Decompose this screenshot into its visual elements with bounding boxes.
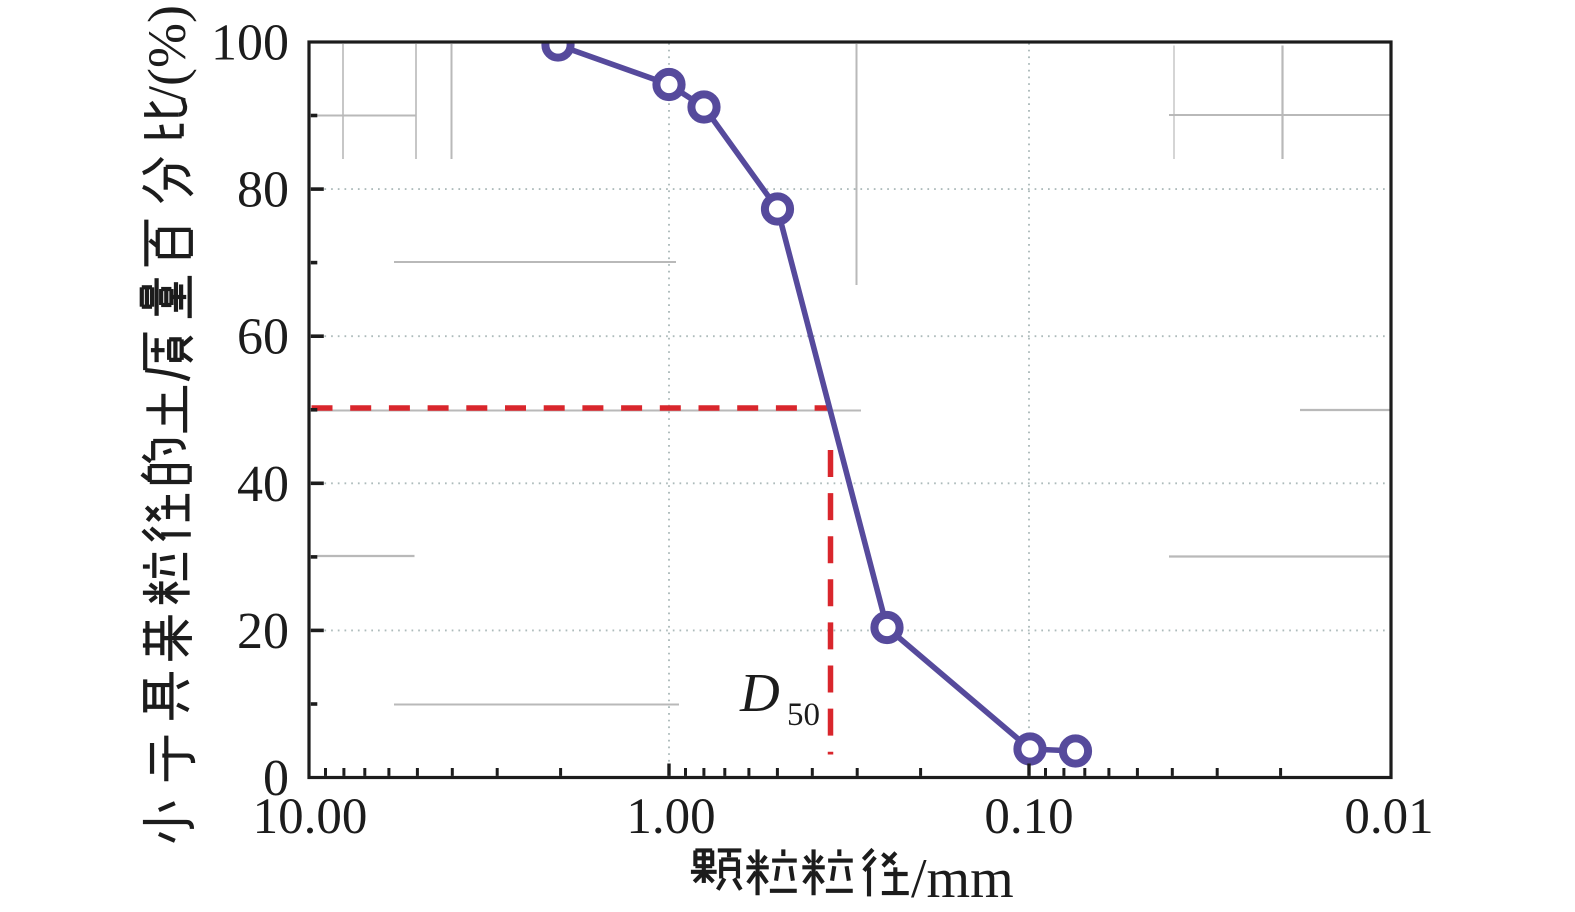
svg-text:60: 60 [237,309,289,366]
svg-text:10.00: 10.00 [253,789,368,845]
svg-text:/mm: /mm [911,848,1014,910]
svg-text:80: 80 [237,162,289,219]
svg-text:50: 50 [787,697,820,733]
svg-text:D: D [739,662,780,723]
svg-text:0: 0 [263,750,289,807]
svg-text:100: 100 [211,15,289,72]
svg-text:0.10: 0.10 [984,789,1073,845]
svg-text:20: 20 [237,603,289,660]
svg-text:1.00: 1.00 [626,789,715,845]
svg-text:/(%): /(%) [137,5,197,101]
svg-text:40: 40 [237,456,289,513]
svg-text:0.01: 0.01 [1344,789,1433,845]
